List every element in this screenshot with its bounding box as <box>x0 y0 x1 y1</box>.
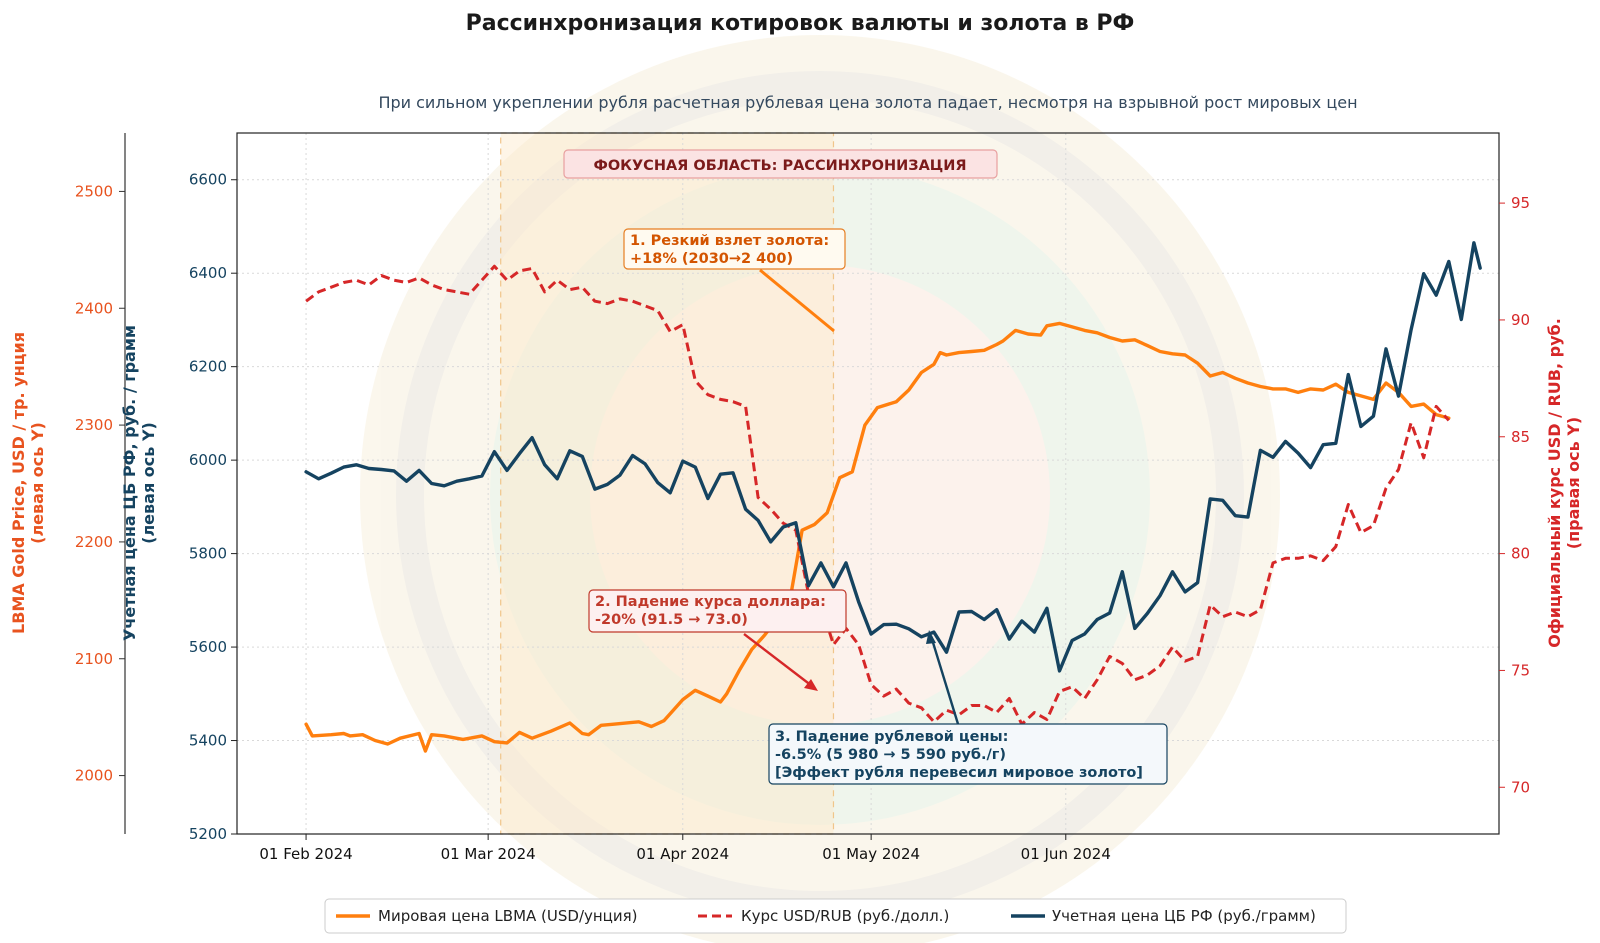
legend-label-cbr: Учетная цена ЦБ РФ (руб./грамм) <box>1052 907 1316 925</box>
focus-region-label-box: ФОКУСНАЯ ОБЛАСТЬ: РАССИНХРОНИЗАЦИЯ <box>563 149 998 179</box>
x-tick-label: 01 Jun 2024 <box>1021 845 1111 863</box>
right-axis-label-line2: (правая ось Y) <box>1564 417 1583 549</box>
outer-left-axis-label: LBMA Gold Price, USD / тр. унция (левая … <box>9 332 47 634</box>
series-usdrub-line <box>305 264 1450 726</box>
watermark-emblem <box>360 35 1280 943</box>
annotation-usd-arrowhead <box>804 679 818 691</box>
legend-label-usdrub: Курс USD/RUB (руб./долл.) <box>741 907 949 925</box>
x-tick-label: 01 Feb 2024 <box>259 845 352 863</box>
legend: Мировая цена LBMA (USD/унция) Курс USD/R… <box>324 898 1347 934</box>
inner-left-axis-label-line2: (левая ось Y) <box>139 422 158 544</box>
x-tick-label: 01 Mar 2024 <box>441 845 536 863</box>
right-tick-label: 90 <box>1511 311 1530 329</box>
annotation-rub-arrow <box>929 635 960 725</box>
right-tick-label: 95 <box>1511 194 1530 212</box>
plot-frame <box>236 132 1500 835</box>
inner-left-tick-label: 5800 <box>189 545 227 563</box>
series-lbma-line <box>304 321 1451 753</box>
outer-left-tick-label: 2200 <box>75 533 113 551</box>
series-layer <box>304 241 1482 753</box>
chart-subtitle: При сильном укреплении рубля расчетная р… <box>378 93 1357 112</box>
legend-box <box>324 898 1347 934</box>
right-axis-label-line1: Официальный курс USD / RUB, руб. <box>1545 318 1564 648</box>
outer-left-tick-label: 2500 <box>75 182 113 200</box>
x-axis-ticks: 01 Feb 2024 01 Mar 2024 01 Apr 2024 01 May … <box>259 834 1111 863</box>
annotation-usd-line2: -20% (91.5 → 73.0) <box>595 612 748 628</box>
right-axis-label: Официальный курс USD / RUB, руб. (правая… <box>1545 318 1583 648</box>
x-tick-label: 01 May 2024 <box>822 845 920 863</box>
annotation-rub-line1: 3. Падение рублевой цены: <box>775 729 1008 745</box>
outer-left-axis-label-line2: (левая ось Y) <box>28 422 47 544</box>
inner-left-tick-label: 5400 <box>189 732 227 750</box>
annotation-usd-line1: 2. Падение курса доллара: <box>595 594 826 610</box>
outer-left-tick-label: 2300 <box>75 416 113 434</box>
focus-region-label: ФОКУСНАЯ ОБЛАСТЬ: РАССИНХРОНИЗАЦИЯ <box>593 158 966 174</box>
annotation-gold: 1. Резкий взлет золота: +18% (2030→2 400… <box>623 228 846 333</box>
outer-left-axis-label-line1: LBMA Gold Price, USD / тр. унция <box>9 332 28 634</box>
legend-label-lbma: Мировая цена LBMA (USD/унция) <box>378 907 638 925</box>
right-tick-label: 75 <box>1511 661 1530 679</box>
outer-left-tick-label: 2400 <box>75 299 113 317</box>
inner-left-axis-ticks: 5200 5400 5600 5800 6000 6200 6400 6600 <box>189 171 237 843</box>
annotation-gold-line2: +18% (2030→2 400) <box>630 251 793 267</box>
annotation-usd: 2. Падение курса доллара: -20% (91.5 → 7… <box>588 589 847 691</box>
chart-title: Рассинхронизация котировок валюты и золо… <box>466 11 1135 36</box>
outer-left-tick-label: 2000 <box>75 767 113 785</box>
annotation-gold-arrow <box>759 268 835 333</box>
right-tick-label: 80 <box>1511 545 1530 563</box>
annotation-rub-arrowhead <box>926 630 936 644</box>
x-tick-label: 01 Apr 2024 <box>636 845 729 863</box>
outer-left-tick-label: 2100 <box>75 650 113 668</box>
inner-left-tick-label: 6000 <box>189 451 227 469</box>
annotation-gold-line1: 1. Резкий взлет золота: <box>630 233 829 249</box>
outer-left-axis-ticks: 2000 2100 2200 2300 2400 2500 <box>75 182 125 785</box>
inner-left-axis-label: Учетная цена ЦБ РФ, руб. / грамм (левая … <box>120 325 158 641</box>
right-tick-label: 70 <box>1511 778 1530 796</box>
right-tick-label: 85 <box>1511 428 1530 446</box>
annotation-rub: 3. Падение рублевой цены: -6.5% (5 980 →… <box>768 630 1168 785</box>
inner-left-tick-label: 6200 <box>189 358 227 376</box>
annotation-usd-arrow <box>743 633 813 687</box>
inner-left-tick-label: 5600 <box>189 638 227 656</box>
inner-left-tick-label: 5200 <box>189 825 227 843</box>
right-axis-ticks: 70 75 80 85 90 95 <box>1499 194 1530 796</box>
annotation-rub-line3: [Эффект рубля перевесил мировое золото] <box>775 765 1143 781</box>
series-cbr-line <box>304 241 1482 673</box>
inner-left-tick-label: 6600 <box>189 171 227 189</box>
annotation-rub-line2: -6.5% (5 980 → 5 590 руб./г) <box>775 747 1006 763</box>
inner-left-axis-label-line1: Учетная цена ЦБ РФ, руб. / грамм <box>120 325 139 641</box>
inner-left-tick-label: 6400 <box>189 264 227 282</box>
